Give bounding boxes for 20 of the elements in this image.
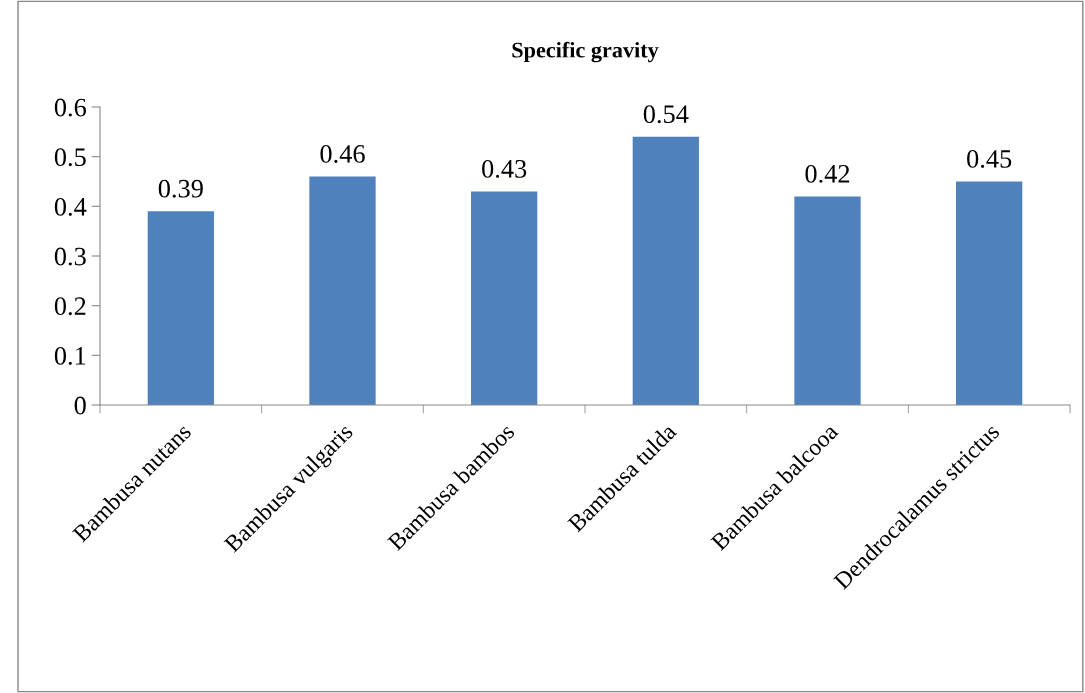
bar xyxy=(794,196,861,405)
chart-title: Specific gravity xyxy=(512,41,659,63)
y-tick-label: 0.2 xyxy=(54,297,86,316)
bar xyxy=(632,136,699,405)
data-label: 0.43 xyxy=(482,159,527,178)
y-tick-label: 0.4 xyxy=(54,197,87,216)
y-tick-label: 0.1 xyxy=(54,346,86,365)
data-label: 0.45 xyxy=(967,150,1012,168)
bar xyxy=(956,181,1023,405)
bar xyxy=(309,176,376,405)
y-tick-label: 0.3 xyxy=(54,247,86,266)
data-label: 0.46 xyxy=(320,145,365,163)
y-tick-label: 0.5 xyxy=(54,148,86,167)
y-tick-label: 0 xyxy=(74,396,86,415)
data-label: 0.42 xyxy=(805,164,850,183)
data-label: 0.54 xyxy=(643,105,689,124)
bar xyxy=(147,211,214,405)
data-label: 0.39 xyxy=(158,179,203,198)
y-tick-label: 0.6 xyxy=(54,98,87,117)
bar xyxy=(471,191,538,405)
